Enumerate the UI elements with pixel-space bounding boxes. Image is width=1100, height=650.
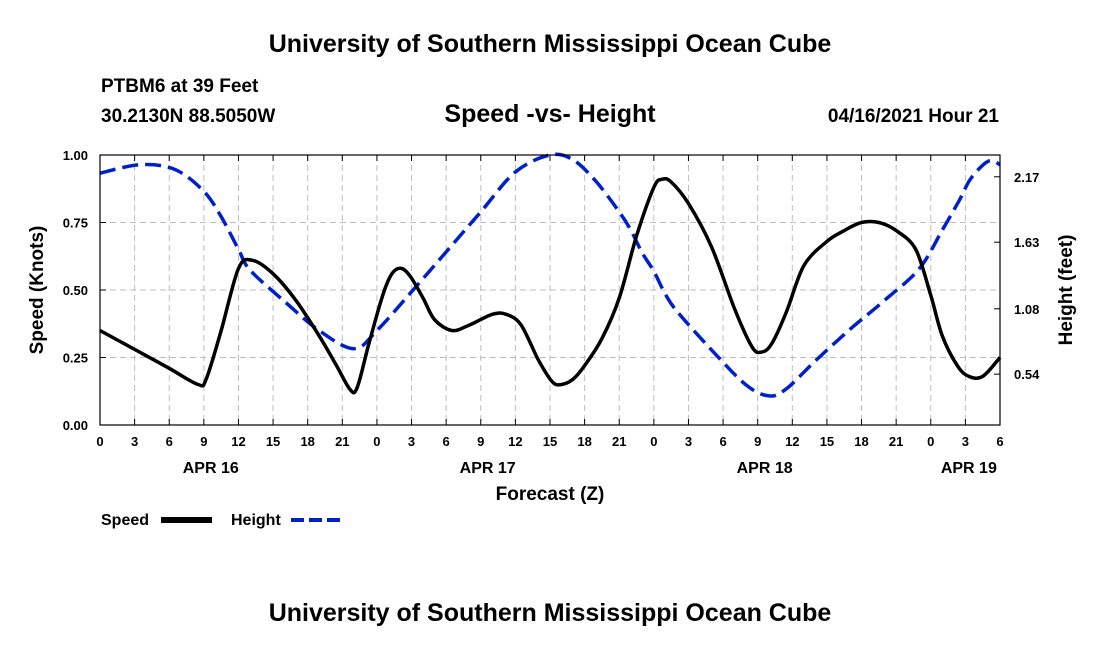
- y-tick-label: 1.00: [63, 148, 88, 163]
- x-tick-label: 15: [266, 434, 280, 449]
- x-tick-label: 15: [820, 434, 834, 449]
- x-axis-label: Forecast (Z): [496, 484, 605, 505]
- grid-lines: [100, 155, 1000, 425]
- x-tick-label: 12: [508, 434, 522, 449]
- x-tick-label: 3: [685, 434, 692, 449]
- x-date-label: APR 18: [737, 460, 793, 477]
- x-tick-label: 6: [166, 434, 173, 449]
- series-line-speed: [99, 176, 1002, 395]
- x-tick-label: 0: [96, 434, 103, 449]
- x-tick-label: 3: [408, 434, 415, 449]
- y2-tick-label: 2.17: [1014, 170, 1039, 185]
- legend-label-height: Height: [231, 512, 281, 529]
- x-tick-label: 6: [719, 434, 726, 449]
- y2-tick-label: 1.08: [1014, 302, 1039, 317]
- x-tick-label: 0: [373, 434, 380, 449]
- y2-tick-label: 0.54: [1014, 367, 1040, 382]
- x-tick-label: 12: [785, 434, 799, 449]
- x-tick-label: 0: [650, 434, 657, 449]
- y-tick-label: 0.50: [63, 283, 88, 298]
- y-axis-label: Speed (Knots): [27, 226, 48, 355]
- x-tick-label: 9: [754, 434, 761, 449]
- x-tick-label: 9: [200, 434, 207, 449]
- station-label: PTBM6 at 39 Feet: [101, 76, 259, 97]
- series-layer: [99, 152, 1002, 398]
- x-tick-label: 21: [612, 434, 626, 449]
- x-tick-label: 18: [854, 434, 868, 449]
- x-tick-label: 18: [577, 434, 591, 449]
- legend-label-speed: Speed: [101, 512, 149, 529]
- legend: Speed Height: [101, 512, 342, 529]
- axis-ticks: 0 3 6 9 12 15 18 21 0 3 6 9 12 15 18 21 0 3 6 9 12 15 18 21 0 3 6A…: [63, 148, 1040, 477]
- chart-title: Speed -vs- Height: [444, 100, 656, 128]
- x-tick-label: 21: [335, 434, 349, 449]
- x-tick-label: 0: [927, 434, 934, 449]
- y-tick-label: 0.25: [63, 351, 88, 366]
- x-tick-label: 15: [543, 434, 557, 449]
- y-tick-label: 0.75: [63, 216, 88, 231]
- x-tick-label: 18: [300, 434, 314, 449]
- x-tick-label: 3: [962, 434, 969, 449]
- x-date-label: APR 17: [460, 460, 516, 477]
- x-tick-label: 9: [477, 434, 484, 449]
- chart-timestamp: 04/16/2021 Hour 21: [827, 106, 999, 127]
- x-date-label: APR 16: [183, 460, 239, 477]
- x-tick-label: 21: [889, 434, 903, 449]
- x-tick-label: 6: [443, 434, 450, 449]
- y-tick-label: 0.00: [63, 418, 88, 433]
- station-coordinates: 30.2130N 88.5050W: [101, 106, 276, 127]
- x-date-label: APR 19: [941, 460, 997, 477]
- y2-tick-label: 1.63: [1014, 235, 1039, 250]
- y2-axis-label: Height (feet): [1056, 235, 1077, 346]
- x-tick-label: 12: [231, 434, 245, 449]
- page-title-bottom: University of Southern Mississippi Ocean…: [268, 599, 832, 627]
- x-tick-label: 3: [131, 434, 138, 449]
- page-title-top: University of Southern Mississippi Ocean…: [268, 30, 832, 58]
- x-tick-label: 6: [996, 434, 1003, 449]
